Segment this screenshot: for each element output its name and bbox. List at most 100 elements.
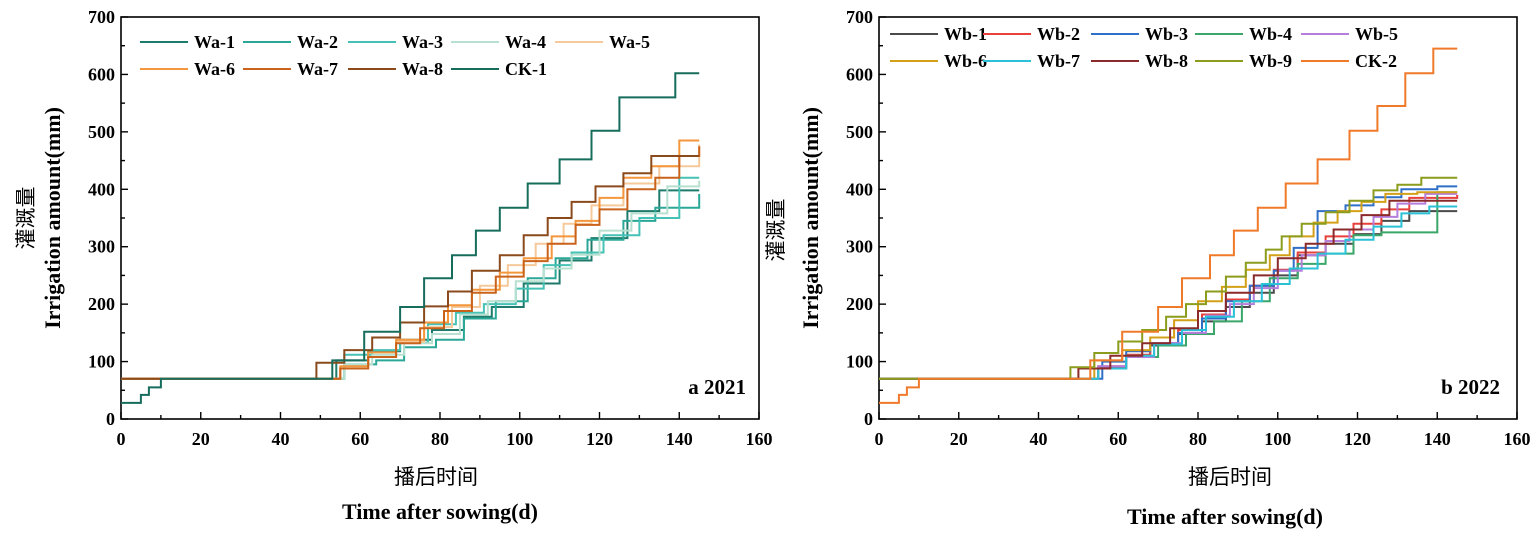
legend-item-wa-3: Wa-3 (348, 32, 443, 52)
legend-label: Wb-1 (944, 24, 987, 44)
x-axis-title: Time after sowing(d) (342, 499, 538, 524)
y-tick-label: 400 (88, 179, 115, 199)
legend-item-wa-2: Wa-2 (243, 32, 338, 52)
legend-label: Wb-7 (1037, 51, 1080, 71)
legend-item-wb-2: Wb-2 (983, 24, 1080, 44)
series-line-ck-2 (879, 47, 1458, 404)
y-tick-label: 100 (846, 352, 873, 372)
series-line-wb-2 (879, 195, 1459, 380)
legend-item-wa-5: Wa-5 (555, 32, 650, 52)
series-line-wb-4 (879, 191, 1458, 380)
x-tick-label: 40 (272, 429, 290, 449)
x-tick-label: 80 (431, 429, 449, 449)
series-line-wa-7 (121, 146, 701, 380)
x-tick-label: 100 (506, 429, 533, 449)
legend-label: Wb-3 (1145, 24, 1188, 44)
panel-label: a 2021 (688, 375, 746, 399)
legend-item-wb-8: Wb-8 (1091, 51, 1188, 71)
axis-ticks: 0 20 40 60 80 100 120 140 160 0 100 200 300 400 500 600… (846, 7, 1531, 449)
series-line-wb-7 (879, 205, 1458, 380)
x-tick-label: 120 (586, 429, 613, 449)
x-tick-label: 60 (1109, 429, 1127, 449)
legend-label: CK-1 (505, 59, 547, 79)
legend: Wb-1 Wb-2 Wb-3 Wb-4 Wb-5 Wb-6 Wb-7 Wb-8 Wb-9 CK-2 (890, 24, 1398, 71)
x-axis-title-cn: 播后时间 (1188, 465, 1272, 489)
y-tick-label: 400 (846, 179, 873, 199)
series-line-wb-9 (879, 176, 1458, 380)
legend-item-wa-6: Wa-6 (140, 59, 235, 79)
x-tick-label: 100 (1264, 429, 1291, 449)
chart-panel-b: 0 20 40 60 80 100 120 140 160 0 100 200 300 400 500 600… (764, 7, 1531, 529)
panel-label: b 2022 (1441, 375, 1500, 399)
x-tick-label: 120 (1344, 429, 1371, 449)
y-tick-label: 100 (88, 352, 115, 372)
legend-label: Wa-6 (194, 59, 235, 79)
legend-label: Wb-9 (1249, 51, 1292, 71)
x-tick-label: 20 (192, 429, 210, 449)
legend-item-ck-1: CK-1 (451, 59, 547, 79)
legend: Wa-1 Wa-2 Wa-3 Wa-4 Wa-5 Wa-6 Wa-7 Wa-8 CK-1 (140, 32, 650, 79)
series-lines (879, 47, 1459, 404)
legend-label: Wb-6 (944, 51, 987, 71)
x-tick-label: 160 (746, 429, 773, 449)
x-tick-label: 0 (117, 429, 126, 449)
legend-item-ck-2: CK-2 (1301, 51, 1397, 71)
y-axis-title-cn: 灌溉量 (764, 199, 788, 262)
y-tick-label: 700 (88, 7, 115, 27)
x-tick-label: 0 (875, 429, 884, 449)
x-axis-title-cn: 播后时间 (394, 465, 478, 489)
series-line-wb-8 (879, 199, 1458, 380)
y-tick-label: 200 (846, 294, 873, 314)
legend-label: CK-2 (1355, 51, 1397, 71)
series-line-wa-3 (121, 176, 700, 380)
legend-label: Wb-8 (1145, 51, 1188, 71)
legend-label: Wa-7 (297, 59, 338, 79)
series-line-wa-2 (121, 193, 701, 380)
y-tick-label: 300 (88, 237, 115, 257)
legend-label: Wa-1 (194, 32, 235, 52)
legend-label: Wa-2 (297, 32, 338, 52)
y-tick-label: 500 (846, 122, 873, 142)
x-tick-label: 60 (351, 429, 369, 449)
legend-label: Wb-5 (1355, 24, 1398, 44)
series-lines (121, 72, 701, 404)
chart-panel-a: 0 20 40 60 80 100 120 140 160 0 100 200 300 400 500 600… (14, 7, 773, 524)
series-line-wa-8 (121, 155, 700, 380)
legend-item-wb-3: Wb-3 (1091, 24, 1188, 44)
series-line-wb-6 (879, 191, 1458, 380)
x-tick-label: 40 (1030, 429, 1048, 449)
legend-item-wb-6: Wb-6 (890, 51, 987, 71)
legend-label: Wb-2 (1037, 24, 1080, 44)
legend-item-wb-9: Wb-9 (1195, 51, 1292, 71)
x-axis-title: Time after sowing(d) (1127, 504, 1323, 529)
legend-item-wb-5: Wb-5 (1301, 24, 1398, 44)
y-tick-label: 0 (864, 409, 873, 429)
legend-item-wb-4: Wb-4 (1195, 24, 1292, 44)
x-tick-label: 80 (1189, 429, 1207, 449)
legend-item-wa-1: Wa-1 (140, 32, 235, 52)
legend-item-wb-7: Wb-7 (983, 51, 1080, 71)
x-tick-label: 160 (1504, 429, 1531, 449)
x-tick-label: 140 (666, 429, 693, 449)
y-tick-label: 0 (106, 409, 115, 429)
axis-ticks: 0 20 40 60 80 100 120 140 160 0 100 200 300 400 500 600… (88, 7, 773, 449)
legend-label: Wb-4 (1249, 24, 1292, 44)
legend-item-wa-7: Wa-7 (243, 59, 338, 79)
y-tick-label: 300 (846, 237, 873, 257)
series-line-ck-1 (121, 72, 700, 404)
series-line-wb-1 (879, 210, 1458, 380)
series-line-wb-5 (879, 192, 1458, 380)
y-tick-label: 600 (88, 64, 115, 84)
legend-item-wa-8: Wa-8 (348, 59, 443, 79)
series-line-wa-4 (121, 180, 701, 380)
x-tick-label: 20 (950, 429, 968, 449)
plot-frame (878, 16, 1518, 420)
y-axis-title: Irrigation amount(mm) (798, 107, 823, 329)
y-tick-label: 200 (88, 294, 115, 314)
y-tick-label: 700 (846, 7, 873, 27)
legend-label: Wa-3 (402, 32, 443, 52)
series-line-wa-1 (121, 189, 700, 380)
y-tick-label: 500 (88, 122, 115, 142)
legend-item-wb-1: Wb-1 (890, 24, 987, 44)
